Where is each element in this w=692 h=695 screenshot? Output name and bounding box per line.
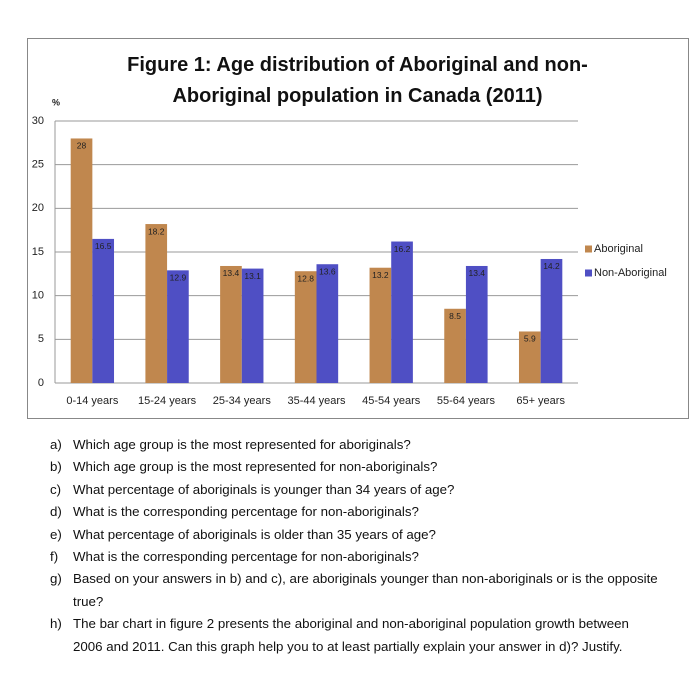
value-label: 13.2 (372, 270, 389, 280)
x-tick-label: 15-24 years (138, 395, 197, 407)
y-tick-label: 25 (32, 159, 44, 171)
bar (241, 268, 264, 383)
y-tick-label: 0 (38, 377, 44, 389)
question: e) What percentage of aboriginals is olde… (50, 524, 660, 546)
bar (369, 267, 392, 383)
question-label: d) (50, 504, 62, 520)
bar (518, 331, 541, 383)
chart-title: Figure 1: Age distribution of Aboriginal… (127, 54, 588, 107)
bar (220, 265, 242, 383)
bar (92, 238, 115, 383)
value-label: 16.5 (95, 241, 112, 251)
x-tick-label: 65+ years (516, 395, 565, 407)
y-tick-label: 30 (32, 115, 44, 127)
chart: % 0 5 10 15 20 25 30 0-14 years 28 16.5 15-24 year… (27, 38, 689, 419)
bar (316, 264, 339, 383)
question-text: What percentage of aboriginals is younge… (73, 481, 455, 497)
question-text: The bar chart in figure 2 presents the a… (73, 616, 629, 654)
value-label: 28 (77, 141, 87, 151)
y-tick-label: 10 (32, 290, 44, 302)
legend-label: Non-Aboriginal (594, 267, 667, 279)
bar (294, 271, 317, 383)
bar (70, 138, 93, 383)
question-label: e) (50, 526, 62, 542)
bar (145, 224, 168, 383)
x-tick-label: 0-14 years (66, 395, 118, 407)
question-label: a) (50, 437, 62, 452)
value-label: 16.2 (394, 244, 411, 254)
y-tick-label: 20 (32, 202, 44, 214)
question-label: c) (50, 481, 62, 497)
question: g) Based on your answers in b) and c), ar… (50, 568, 660, 613)
question: f) What is the corresponding percentage f… (50, 546, 660, 568)
question-text: Which age group is the most represented … (73, 459, 438, 475)
question-label: f) (50, 549, 59, 565)
legend-swatch (585, 269, 592, 277)
value-label: 14.2 (543, 261, 560, 271)
bar (391, 241, 413, 383)
question-text: Based on your answers in b) and c), are … (73, 571, 658, 609)
question: b) Which age group is the most represente… (50, 456, 660, 478)
value-label: 13.4 (468, 268, 485, 278)
x-tick-label: 55-64 years (437, 395, 496, 407)
value-label: 12.8 (297, 273, 314, 283)
question-label: h) (50, 616, 62, 632)
value-label: 5.9 (524, 334, 536, 344)
question-text: What is the corresponding percentage for… (73, 504, 419, 520)
bar (444, 308, 466, 383)
chart-frame (27, 38, 689, 419)
value-label: 8.5 (449, 311, 461, 321)
bar (540, 258, 563, 383)
legend-swatch (585, 245, 592, 253)
questions: a) Which age group is the most represente… (50, 434, 660, 658)
x-tick-label: 25-34 years (213, 395, 272, 407)
question-label: g) (50, 571, 62, 587)
question-text: What is the corresponding percentage for… (73, 549, 419, 565)
question: h) The bar chart in figure 2 presents the… (50, 613, 660, 658)
question-text: Which age group is the most represented … (73, 437, 411, 452)
y-tick-label: 15 (32, 246, 44, 258)
question: d) What is the corresponding percentage f… (50, 501, 660, 523)
value-label: 12.9 (170, 273, 187, 283)
bar (167, 270, 189, 383)
question-text: What percentage of aboriginals is older … (73, 526, 436, 542)
y-axis-label: % (52, 97, 60, 107)
question: a) Which age group is the most represente… (50, 434, 660, 456)
x-tick-label: 45-54 years (362, 395, 421, 407)
value-label: 13.4 (223, 268, 240, 278)
bar (465, 265, 488, 383)
question: c) What percentage of aboriginals is youn… (50, 479, 660, 501)
y-tick-label: 5 (38, 333, 44, 345)
value-label: 18.2 (148, 226, 165, 236)
question-label: b) (50, 459, 62, 475)
value-label: 13.1 (244, 271, 261, 281)
value-label: 13.6 (319, 266, 336, 276)
x-tick-label: 35-44 years (287, 395, 346, 407)
legend-label: Aboriginal (594, 243, 643, 255)
